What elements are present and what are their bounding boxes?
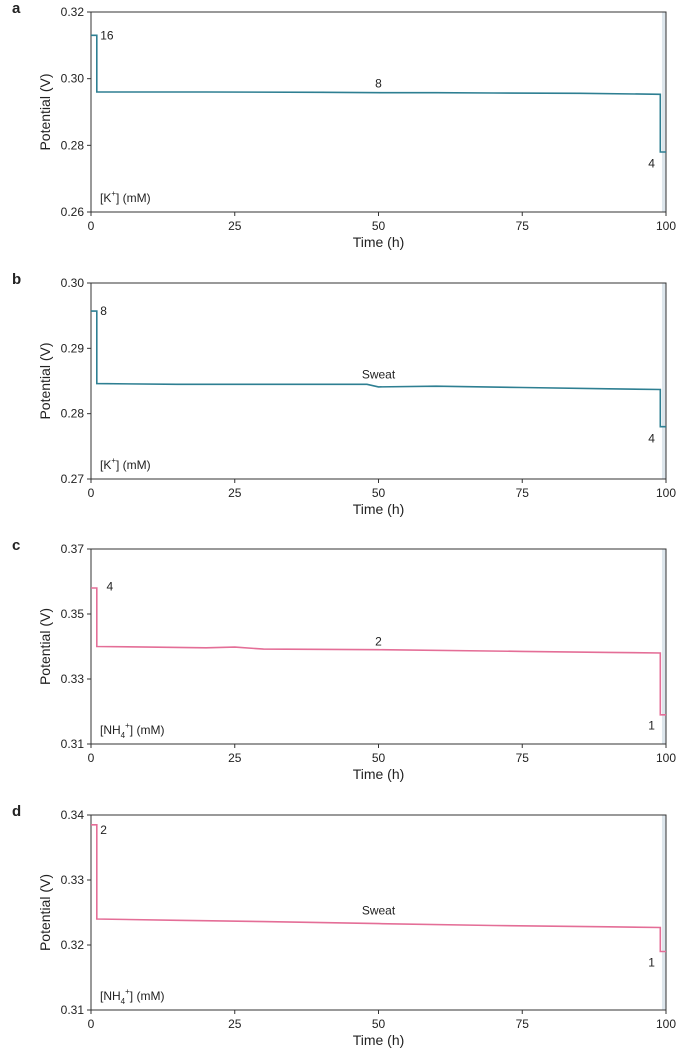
series-line — [91, 34, 666, 153]
x-tick-label: 0 — [88, 219, 95, 233]
ion-label-sup: + — [125, 721, 130, 730]
y-axis-label: Potential (V) — [37, 608, 53, 685]
x-tick-label: 100 — [656, 486, 676, 500]
x-tick-label: 50 — [372, 751, 386, 765]
y-tick-label: 0.32 — [61, 938, 85, 952]
ion-label-pre: [NH — [100, 989, 121, 1003]
y-tick-label: 0.27 — [61, 472, 85, 486]
annotation-label: 16 — [100, 28, 114, 42]
panel-letter: d — [12, 803, 21, 820]
annotation-label: 2 — [100, 823, 107, 837]
y-tick-label: 0.28 — [61, 407, 85, 421]
panel-letter: c — [12, 537, 20, 554]
series-line — [91, 823, 666, 953]
ion-label-post: ] (mM) — [130, 723, 165, 737]
ion-label-post: ] (mM) — [130, 989, 165, 1003]
x-tick-label: 50 — [372, 219, 386, 233]
x-tick-label: 75 — [516, 219, 530, 233]
y-tick-label: 0.29 — [61, 341, 85, 355]
x-tick-label: 75 — [516, 1017, 530, 1031]
ion-label: [K+] (mM) — [100, 456, 151, 472]
panel-c: c 0 25 50 75 100 0.31 0.33 0.35 0.37 Time (h) Poten… — [12, 537, 676, 782]
ion-label-sup: + — [125, 987, 130, 996]
ion-label-sub: 4 — [121, 997, 126, 1006]
x-tick-label: 0 — [88, 751, 95, 765]
ion-label-sub: 4 — [121, 731, 126, 740]
annotation-label: 1 — [648, 718, 655, 732]
x-tick-label: 100 — [656, 219, 676, 233]
y-tick-label: 0.37 — [61, 542, 85, 556]
x-tick-label: 0 — [88, 1017, 95, 1031]
y-tick-label: 0.31 — [61, 737, 85, 751]
panel-letter: b — [12, 271, 21, 288]
y-tick-label: 0.28 — [61, 138, 85, 152]
x-axis-label: Time (h) — [353, 766, 405, 782]
y-axis-label: Potential (V) — [37, 73, 53, 150]
y-tick-label: 0.34 — [61, 808, 85, 822]
x-tick-label: 50 — [372, 1017, 386, 1031]
panel-d: d 0 25 50 75 100 0.31 0.32 0.33 0.34 Time (h) Poten… — [12, 803, 676, 1048]
x-tick-label: 25 — [228, 1017, 242, 1031]
annotation-label: 2 — [375, 635, 382, 649]
y-tick-label: 0.33 — [61, 873, 85, 887]
panel-b: b 0 25 50 75 100 0.27 0.28 0.29 0.30 Time (h) Poten… — [12, 271, 676, 517]
x-tick-label: 75 — [516, 751, 530, 765]
annotation-label: 4 — [648, 157, 655, 171]
x-tick-label: 25 — [228, 219, 242, 233]
shaded-region — [661, 12, 666, 212]
shaded-region — [661, 283, 666, 479]
y-axis-label: Potential (V) — [37, 874, 53, 951]
y-tick-label: 0.35 — [61, 607, 85, 621]
series-line — [91, 587, 666, 716]
ion-label-sup: + — [111, 189, 116, 198]
shaded-region — [661, 549, 666, 744]
y-tick-label: 0.26 — [61, 205, 85, 219]
ion-label: [NH4+] (mM) — [100, 721, 164, 740]
ion-label: [NH4+] (mM) — [100, 987, 164, 1006]
x-tick-label: 100 — [656, 1017, 676, 1031]
x-tick-label: 75 — [516, 486, 530, 500]
y-tick-label: 0.32 — [61, 5, 85, 19]
ion-label-post: ] (mM) — [116, 458, 151, 472]
shaded-region — [661, 815, 666, 1010]
ion-label-pre: [NH — [100, 723, 121, 737]
ion-label: [K+] (mM) — [100, 189, 151, 205]
panel-letter: a — [12, 0, 21, 17]
y-tick-label: 0.30 — [61, 72, 85, 86]
annotation-label: 8 — [100, 304, 107, 318]
annotation-label: 4 — [648, 431, 655, 445]
x-tick-label: 50 — [372, 486, 386, 500]
annotation-label: Sweat — [362, 904, 396, 918]
annotation-label: 4 — [107, 579, 114, 593]
series-line — [91, 310, 666, 428]
annotation-label: Sweat — [362, 367, 396, 381]
ion-label-post: ] (mM) — [116, 191, 151, 205]
ion-label-sup: + — [111, 456, 116, 465]
x-tick-label: 100 — [656, 751, 676, 765]
x-axis-label: Time (h) — [353, 234, 405, 250]
x-axis-label: Time (h) — [353, 501, 405, 517]
ion-label-pre: [K — [100, 458, 111, 472]
ion-label-pre: [K — [100, 191, 111, 205]
y-tick-label: 0.31 — [61, 1003, 85, 1017]
x-axis-label: Time (h) — [353, 1032, 405, 1048]
panel-a: a 0 25 50 75 100 0.26 0.28 0.30 0.32 Time (h) Poten… — [12, 0, 676, 250]
x-tick-label: 25 — [228, 486, 242, 500]
annotation-label: 1 — [648, 956, 655, 970]
x-tick-label: 25 — [228, 751, 242, 765]
y-tick-label: 0.33 — [61, 672, 85, 686]
plot-frame — [90, 11, 667, 213]
y-axis-label: Potential (V) — [37, 342, 53, 419]
y-tick-label: 0.30 — [61, 276, 85, 290]
annotation-label: 8 — [375, 77, 382, 91]
x-tick-label: 0 — [88, 486, 95, 500]
